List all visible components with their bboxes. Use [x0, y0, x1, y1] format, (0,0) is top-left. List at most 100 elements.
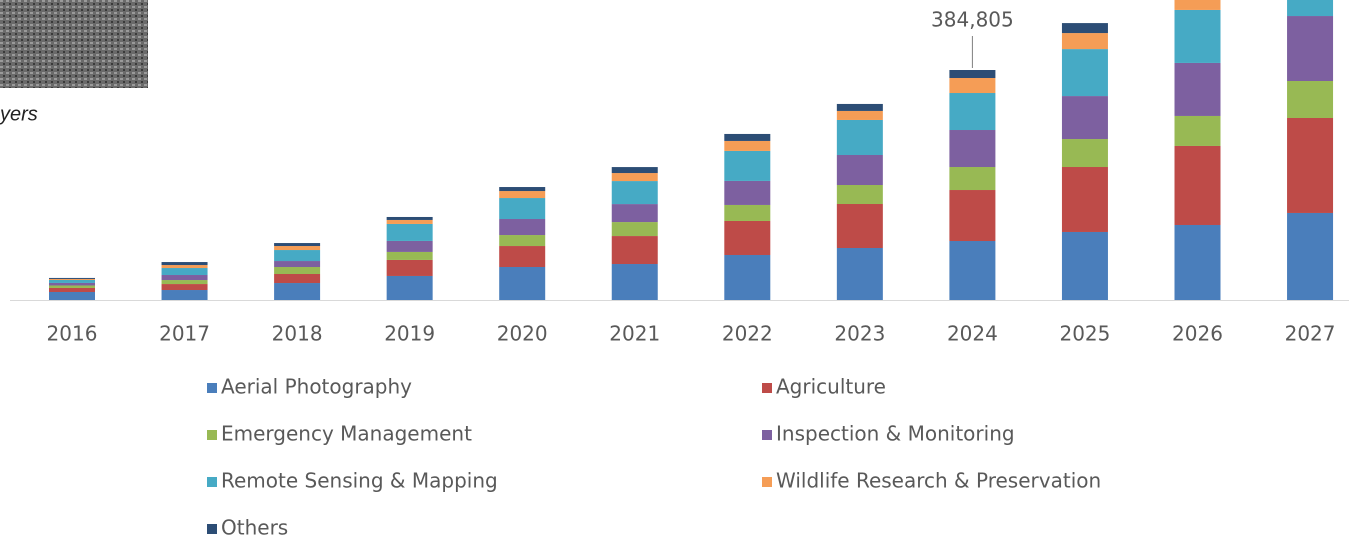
bar-segment	[274, 273, 321, 284]
bar-segment	[611, 173, 658, 182]
bar-segment	[386, 219, 433, 224]
bar-segment	[1174, 224, 1221, 300]
bar-segment	[949, 70, 996, 79]
bar-segment	[611, 222, 658, 237]
bar-segment	[386, 223, 433, 241]
bar-segment	[49, 278, 95, 280]
bar-segment	[274, 261, 321, 268]
bar-segment	[611, 204, 658, 223]
legend-label: Emergency Management	[221, 422, 472, 446]
x-tick-label: 2018	[272, 322, 323, 346]
bar-segment	[161, 275, 208, 281]
bar-segment	[274, 250, 321, 262]
bar-segment	[1061, 231, 1108, 300]
bar-segment	[161, 262, 208, 266]
bar-segment	[274, 243, 321, 247]
bar-segment	[1287, 81, 1334, 118]
x-tick-label: 2024	[947, 322, 998, 346]
bar-segment	[274, 283, 321, 300]
x-tick-label: 2025	[1059, 322, 1110, 346]
x-tick-label: 2019	[384, 322, 435, 346]
bar-segment	[161, 290, 208, 300]
bar-segment	[611, 167, 658, 174]
bar-segment	[1287, 117, 1334, 213]
legend-label: Remote Sensing & Mapping	[221, 469, 498, 493]
x-tick-label: 2027	[1285, 322, 1336, 346]
legend-swatch	[207, 477, 217, 487]
bar-segment	[836, 204, 883, 248]
x-tick-label: 2022	[722, 322, 773, 346]
bar-segment	[49, 287, 95, 292]
legend-label: Wildlife Research & Preservation	[776, 469, 1101, 493]
bar-segment	[386, 240, 433, 252]
bar-segment	[386, 275, 433, 300]
bar-segment	[1174, 9, 1221, 63]
bar-segment	[1061, 139, 1108, 168]
bar-segment	[499, 235, 546, 247]
bar-segment	[611, 264, 658, 300]
bar-segment	[724, 180, 771, 205]
bar-segment	[724, 133, 771, 141]
bar-segment	[49, 291, 95, 300]
legend-swatch	[762, 477, 772, 487]
bar-segment	[1061, 167, 1108, 232]
bar-segment	[499, 191, 546, 199]
bar-segment	[836, 185, 883, 205]
bar-segment	[611, 181, 658, 205]
legend-swatch	[762, 383, 772, 393]
x-tick-label: 2021	[609, 322, 660, 346]
bar-segment	[1061, 96, 1108, 140]
bar-segment	[499, 187, 546, 192]
bar-segment	[949, 241, 996, 300]
bar-segment	[949, 130, 996, 168]
bar-segment	[49, 282, 95, 286]
bar-segment	[49, 279, 95, 283]
legend-swatch	[762, 430, 772, 440]
x-tick-label: 2023	[834, 322, 885, 346]
bar-segment	[1174, 0, 1221, 10]
bar-segment	[386, 216, 433, 220]
bar-segment	[836, 154, 883, 186]
bar-segment	[1174, 115, 1221, 146]
legend-swatch	[207, 383, 217, 393]
x-tick-label: 2026	[1172, 322, 1223, 346]
bar-segment	[611, 236, 658, 265]
bar-segment	[724, 254, 771, 300]
legend-swatch	[207, 430, 217, 440]
x-tick-label: 2016	[47, 322, 98, 346]
x-tick-label: 2020	[497, 322, 548, 346]
caption: yers	[0, 103, 38, 125]
bar-segment	[161, 284, 208, 291]
bar-segment	[386, 259, 433, 276]
bar-segment	[1287, 212, 1334, 300]
bar-segment	[499, 198, 546, 220]
bar-segment	[836, 247, 883, 300]
legend-label: Agriculture	[776, 375, 886, 399]
cropped-image	[0, 0, 148, 88]
legend-label: Others	[221, 516, 288, 540]
x-tick-label: 2017	[159, 322, 210, 346]
bar-segment	[724, 150, 771, 181]
bar-segment	[499, 246, 546, 268]
bar-segment	[1174, 145, 1221, 225]
bar-segment	[1287, 16, 1334, 82]
legend-label: Inspection & Monitoring	[776, 422, 1015, 446]
bar-segment	[724, 204, 771, 221]
legend-swatch	[207, 524, 217, 534]
bar-segment	[836, 103, 883, 111]
bar-segment	[949, 190, 996, 242]
bar-segment	[1061, 33, 1108, 50]
bar-segment	[1287, 0, 1334, 17]
bar-segment	[836, 110, 883, 120]
bar-segment	[949, 93, 996, 131]
bar-segment	[724, 220, 771, 255]
bar-segment	[1061, 49, 1108, 97]
bar-segment	[1174, 62, 1221, 116]
bar-segment	[949, 78, 996, 94]
bar-segment	[1061, 23, 1108, 34]
legend-label: Aerial Photography	[221, 375, 412, 399]
bar-segment	[161, 265, 208, 269]
bar-segment	[274, 267, 321, 274]
